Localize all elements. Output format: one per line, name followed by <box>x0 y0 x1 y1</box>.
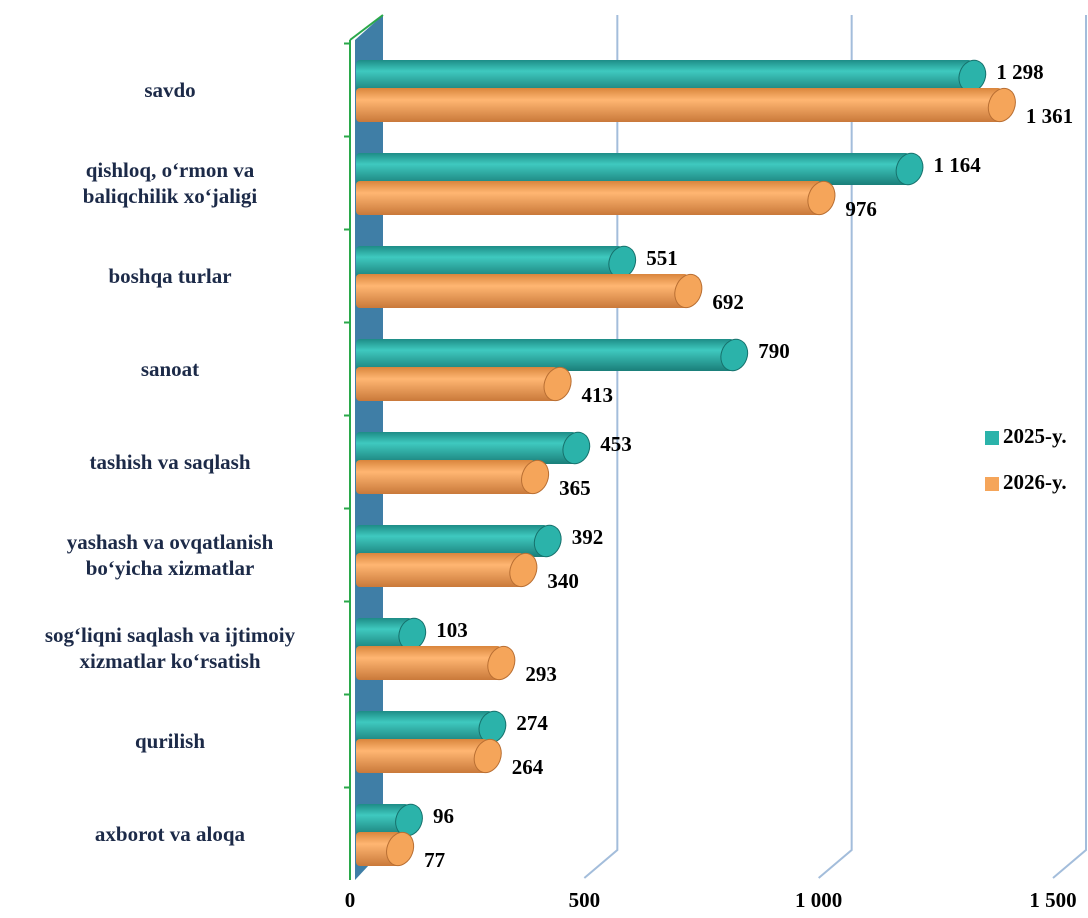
bar <box>356 60 973 92</box>
bar-cap <box>562 431 591 465</box>
x-tick-label: 500 <box>569 888 601 912</box>
bar <box>356 181 822 215</box>
bar-cap <box>674 273 703 309</box>
bar-cap <box>807 180 836 216</box>
bar-cap <box>720 338 749 372</box>
bar <box>356 88 1002 122</box>
grid-line <box>818 15 853 879</box>
legend-swatch <box>985 431 999 445</box>
y-axis-top <box>349 14 384 41</box>
value-label: 1 361 <box>1026 104 1073 128</box>
category-label: savdo <box>144 78 196 102</box>
bar-cap <box>521 459 550 495</box>
bar-cap <box>543 366 572 402</box>
bar <box>356 711 493 743</box>
value-label: 340 <box>547 569 579 593</box>
bar <box>356 525 548 557</box>
bar <box>356 246 623 278</box>
bar-cap <box>473 738 502 774</box>
value-label: 274 <box>516 711 548 735</box>
bar <box>356 646 502 680</box>
category-label: boshqa turlar <box>108 264 232 288</box>
grid-line <box>1052 15 1087 879</box>
value-label: 551 <box>646 246 678 270</box>
x-tick-label: 1 500 <box>1029 888 1076 912</box>
value-label: 453 <box>600 432 632 456</box>
value-label: 365 <box>559 476 591 500</box>
value-label: 392 <box>572 525 604 549</box>
category-label: tashish va saqlash <box>89 450 251 474</box>
x-tick-label: 1 000 <box>795 888 842 912</box>
x-tick-label: 0 <box>345 888 356 912</box>
bar-cap <box>895 152 924 186</box>
value-label: 790 <box>758 339 790 363</box>
category-label: qurilish <box>134 729 206 753</box>
bar <box>356 432 577 464</box>
value-label: 96 <box>433 804 454 828</box>
bar-cap <box>987 87 1016 123</box>
bar-cap <box>487 645 516 681</box>
bar <box>356 339 735 371</box>
bar <box>356 367 558 401</box>
value-label: 976 <box>845 197 877 221</box>
value-label: 264 <box>512 755 544 779</box>
bar <box>356 553 524 587</box>
bar <box>356 460 536 494</box>
legend-label: 2026-y. <box>1003 470 1067 494</box>
value-label: 413 <box>582 383 614 407</box>
value-label: 77 <box>424 848 445 872</box>
value-label: 103 <box>436 618 468 642</box>
value-label: 293 <box>525 662 557 686</box>
bar <box>356 618 413 650</box>
category-label: sanoat <box>140 357 200 381</box>
category-label: qishloq, o‘rmon va baliqchilik xo‘jaligi <box>82 158 258 208</box>
category-label: axborot va aloqa <box>94 822 246 846</box>
value-label: 1 164 <box>934 153 982 177</box>
bar-cap <box>509 552 538 588</box>
bar-cap <box>533 524 562 558</box>
legend-swatch <box>985 477 999 491</box>
category-label: sog‘liqni saqlash va ijtimoiy xizmatlar … <box>44 623 296 673</box>
value-label: 692 <box>712 290 744 314</box>
bar <box>356 804 409 836</box>
bar <box>356 274 689 308</box>
bar <box>356 153 910 185</box>
legend-label: 2025-y. <box>1003 424 1067 448</box>
bar-cap <box>386 831 415 867</box>
value-label: 1 298 <box>996 60 1043 84</box>
bar <box>356 739 488 773</box>
category-label: yashash va ovqatlanish bo‘yicha xizmatla… <box>66 530 274 580</box>
